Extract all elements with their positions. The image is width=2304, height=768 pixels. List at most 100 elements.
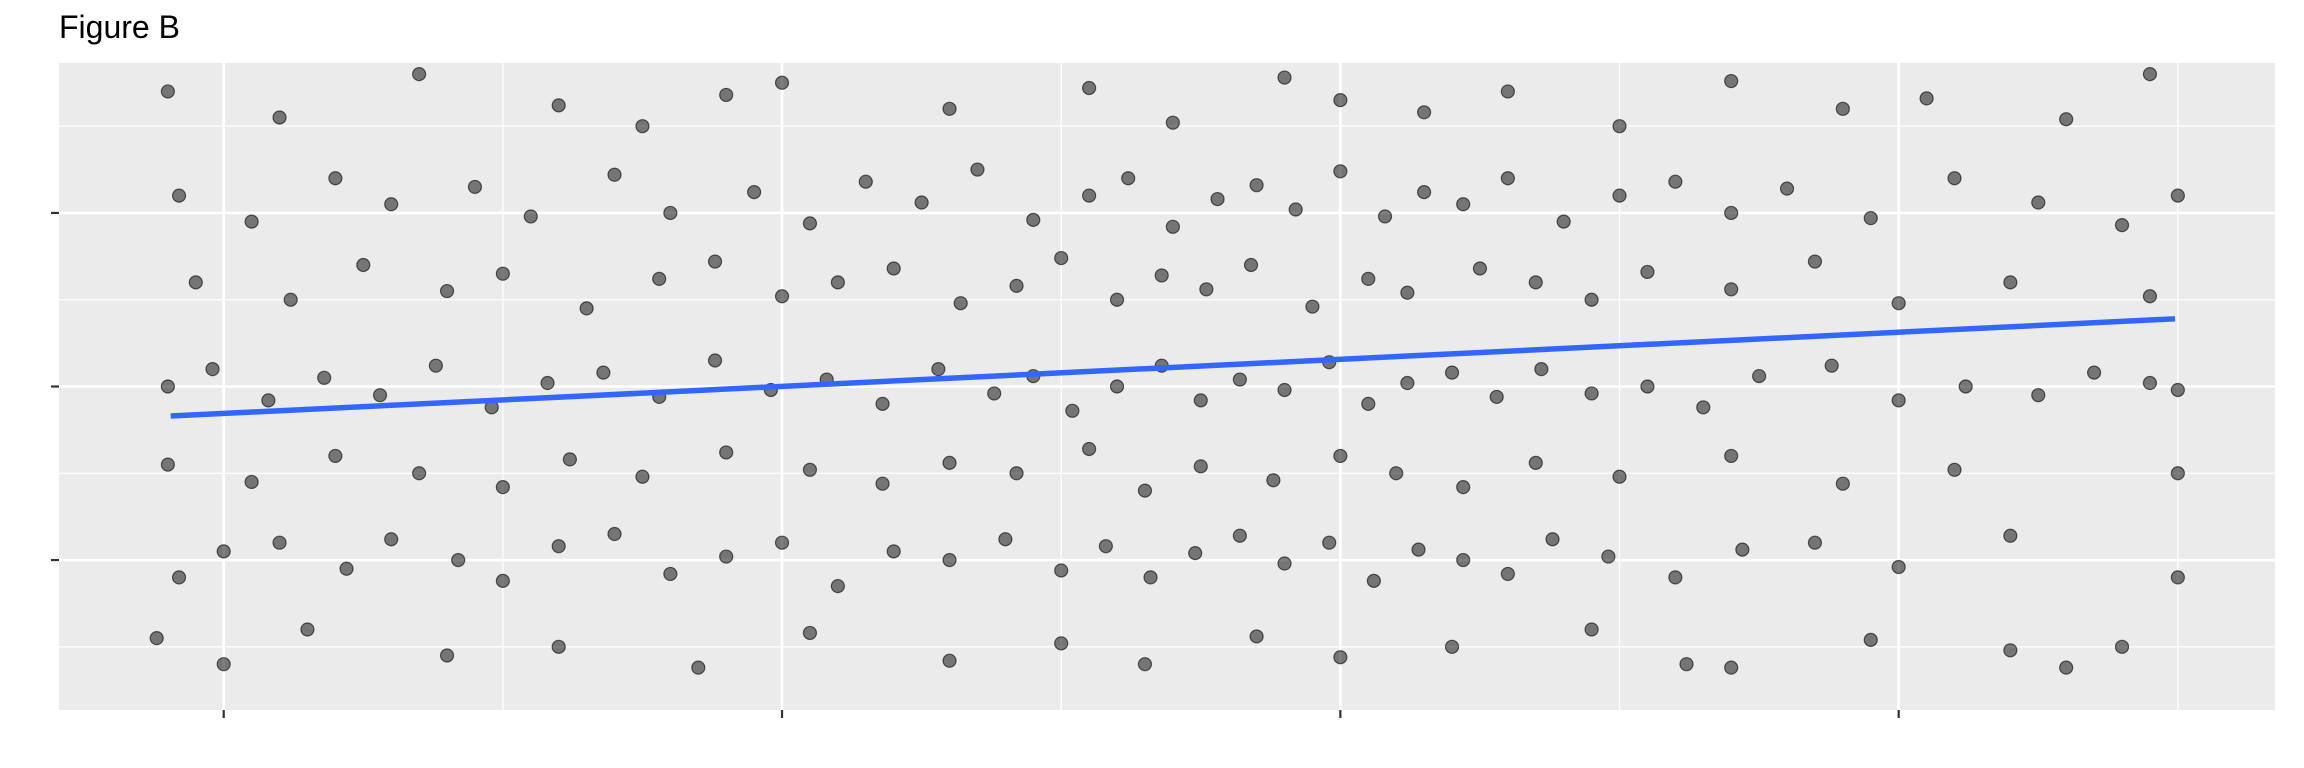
point xyxy=(635,469,650,484)
point xyxy=(1137,483,1153,498)
point xyxy=(1377,209,1393,224)
point xyxy=(1724,282,1739,297)
point xyxy=(1668,174,1683,189)
point xyxy=(2031,388,2046,403)
point xyxy=(1210,191,1225,207)
point xyxy=(1668,570,1683,585)
point xyxy=(562,452,577,467)
point xyxy=(160,457,175,472)
point xyxy=(1724,205,1739,221)
point xyxy=(2142,289,2158,304)
point xyxy=(1863,632,1878,647)
point xyxy=(2170,382,2185,398)
point xyxy=(2003,643,2018,658)
point xyxy=(1612,469,1627,484)
point xyxy=(1054,636,1069,651)
point xyxy=(2170,466,2185,481)
point xyxy=(188,275,203,290)
point xyxy=(2170,188,2185,203)
point xyxy=(384,197,399,212)
point xyxy=(1400,285,1415,300)
point xyxy=(1009,278,1024,293)
point xyxy=(1601,549,1616,564)
point xyxy=(774,289,790,304)
point xyxy=(244,214,259,229)
point xyxy=(1640,379,1655,394)
point xyxy=(467,179,483,195)
point xyxy=(1735,542,1750,557)
point xyxy=(1266,473,1281,488)
point xyxy=(1098,539,1113,554)
point xyxy=(1835,101,1850,116)
point xyxy=(719,445,734,460)
point xyxy=(1545,532,1560,547)
point xyxy=(1584,292,1599,307)
point xyxy=(2031,195,2046,210)
point xyxy=(1807,535,1823,550)
point xyxy=(1154,268,1169,283)
point xyxy=(747,185,762,200)
point xyxy=(272,110,287,125)
point xyxy=(635,119,650,134)
point xyxy=(802,216,818,231)
point xyxy=(931,362,946,377)
point xyxy=(719,549,734,564)
point xyxy=(1534,362,1549,377)
point xyxy=(1835,476,1850,491)
point xyxy=(1891,393,1906,408)
point xyxy=(1679,657,1694,672)
point xyxy=(1584,622,1599,637)
point xyxy=(1500,171,1515,186)
point xyxy=(1444,365,1460,380)
point xyxy=(328,171,343,186)
point xyxy=(272,535,287,550)
point xyxy=(1472,261,1488,276)
point xyxy=(412,466,427,481)
point xyxy=(1556,214,1571,229)
point xyxy=(1082,80,1097,96)
point xyxy=(2114,639,2130,654)
point xyxy=(1193,393,1208,408)
chart-title: Figure B xyxy=(59,9,180,45)
point xyxy=(1232,528,1247,543)
point xyxy=(1919,91,1934,106)
point xyxy=(1143,570,1158,585)
point xyxy=(1863,211,1878,226)
point xyxy=(1305,299,1320,314)
point xyxy=(774,535,790,550)
point xyxy=(171,188,187,203)
point xyxy=(244,474,259,490)
point xyxy=(1137,657,1153,672)
point xyxy=(2059,660,2074,675)
point xyxy=(1193,459,1208,474)
point xyxy=(1947,462,1962,477)
point xyxy=(1277,556,1292,571)
point xyxy=(495,573,510,588)
point xyxy=(372,388,388,403)
point xyxy=(412,67,427,82)
point xyxy=(495,480,510,495)
point xyxy=(2114,217,2130,233)
point xyxy=(1891,296,1906,311)
point xyxy=(886,544,901,559)
point xyxy=(523,209,538,224)
point xyxy=(802,625,818,641)
point xyxy=(1824,358,1839,373)
point xyxy=(1500,566,1515,582)
point xyxy=(2003,275,2018,290)
point xyxy=(707,353,723,368)
point xyxy=(1199,282,1214,297)
point xyxy=(300,622,315,637)
point xyxy=(1456,552,1471,568)
point xyxy=(1165,115,1180,130)
point xyxy=(1779,181,1795,196)
point xyxy=(942,653,957,668)
point xyxy=(1065,403,1080,418)
point xyxy=(1612,119,1627,134)
point xyxy=(160,84,175,99)
point xyxy=(1640,264,1655,280)
point xyxy=(1456,197,1471,212)
point xyxy=(970,162,985,177)
point xyxy=(1489,389,1504,405)
